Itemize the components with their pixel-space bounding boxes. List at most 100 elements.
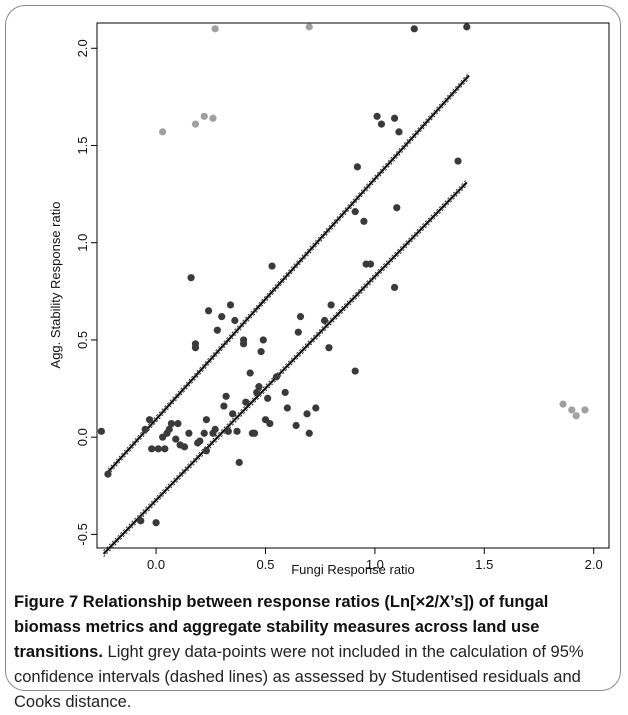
included-data-point [250, 429, 259, 437]
excluded-data-point [159, 128, 167, 136]
included-data-point [220, 402, 228, 410]
included-data-point [104, 470, 112, 478]
included-data-point [165, 425, 173, 433]
included-data-point [161, 445, 169, 453]
excluded-data-point [211, 25, 219, 33]
included-data-point [353, 163, 361, 171]
y-tick-label: 0.0 [75, 428, 90, 446]
included-data-point [137, 517, 145, 525]
excluded-data-point [191, 120, 200, 128]
included-data-point [185, 429, 193, 437]
included-data-point [320, 316, 329, 325]
data-points [97, 23, 589, 527]
included-data-point [360, 217, 368, 225]
included-data-point [174, 419, 182, 428]
included-data-point [167, 419, 175, 428]
included-data-point [226, 301, 235, 309]
y-tick-label: 1.5 [75, 136, 90, 154]
caption-title: Relationship between response ratios (Ln… [14, 593, 549, 661]
x-tick-label: 2.0 [585, 557, 603, 572]
fit-lower-ci-upper [103, 179, 468, 552]
excluded-data-point [305, 23, 313, 31]
included-data-point [395, 128, 403, 136]
scatter-chart: 0.0 0.5 1.0 1.5 2.0 -0.5 0.0 0.5 1.0 1.5 2.0 Fung… [48, 22, 610, 577]
excluded-data-point [559, 400, 567, 408]
y-axis-label: Agg. Stability Response ratio [48, 202, 63, 369]
x-axis: 0.0 0.5 1.0 1.5 2.0 [147, 548, 603, 572]
included-data-point [303, 410, 311, 418]
included-data-point [204, 307, 213, 315]
included-data-point [154, 445, 162, 453]
included-data-point [229, 410, 237, 418]
included-data-point [202, 447, 211, 455]
fit-lower-ci-lower [103, 185, 468, 558]
included-data-point [172, 435, 180, 443]
excluded-data-point [572, 412, 580, 420]
x-tick-label: 0.0 [147, 557, 165, 572]
included-data-point [187, 274, 195, 282]
fit-lines [102, 72, 470, 558]
included-data-point [294, 328, 302, 336]
excluded-data-point [200, 112, 208, 120]
included-data-point [145, 416, 154, 424]
included-data-point [272, 373, 281, 381]
included-data-point [180, 443, 189, 451]
included-data-point [351, 208, 359, 216]
included-data-point [259, 336, 267, 344]
included-data-point [202, 416, 211, 424]
included-data-point [264, 394, 272, 402]
y-tick-label: 1.0 [75, 234, 90, 252]
included-data-point [152, 519, 160, 527]
x-tick-label: 0.5 [256, 557, 274, 572]
included-data-point [235, 458, 243, 467]
included-data-point [224, 427, 232, 435]
fit-lower-line [102, 181, 468, 555]
included-data-point [281, 388, 289, 397]
included-data-point [239, 336, 248, 344]
included-data-point [312, 404, 320, 412]
fit-upper-ci-lower [107, 78, 470, 476]
included-data-point [255, 383, 263, 391]
included-data-point [191, 340, 200, 348]
included-data-point [292, 421, 300, 430]
plot-area-border [96, 22, 610, 549]
included-data-point [222, 392, 230, 400]
included-data-point [305, 429, 313, 437]
included-data-point [327, 301, 335, 309]
x-tick-label: 1.5 [475, 557, 493, 572]
included-data-point [454, 157, 462, 165]
fit-upper-ci-upper [107, 72, 470, 470]
included-data-point [213, 326, 221, 334]
included-data-point [196, 437, 204, 445]
excluded-data-point [209, 114, 217, 122]
included-data-point [200, 429, 208, 437]
included-data-point [231, 316, 239, 325]
included-data-point [211, 425, 219, 433]
included-data-point [218, 313, 226, 321]
x-tick-label: 1.0 [366, 557, 384, 572]
included-data-point [373, 112, 381, 120]
y-tick-label: 0.5 [75, 331, 90, 349]
y-tick-label: 2.0 [75, 39, 90, 57]
included-data-point [283, 404, 291, 412]
figure-caption: Figure 7 Relationship between response r… [14, 590, 610, 715]
y-axis: -0.5 0.0 0.5 1.0 1.5 2.0 [75, 39, 97, 546]
excluded-data-point [581, 406, 589, 414]
included-data-point [253, 388, 261, 397]
figure-label: Figure 7 [14, 593, 79, 611]
included-data-point [377, 120, 386, 128]
included-data-point [393, 204, 401, 212]
included-data-point [266, 419, 274, 428]
figure-frame [5, 5, 621, 691]
included-data-point [141, 425, 149, 433]
included-data-point [257, 348, 265, 356]
included-data-point [390, 283, 399, 292]
included-data-point [246, 369, 254, 377]
included-data-point [148, 445, 156, 453]
included-data-point [242, 398, 250, 406]
included-data-point [296, 313, 305, 321]
excluded-data-point [568, 406, 576, 414]
included-data-point [325, 344, 333, 352]
included-data-point [463, 23, 471, 31]
included-data-point [366, 260, 375, 268]
